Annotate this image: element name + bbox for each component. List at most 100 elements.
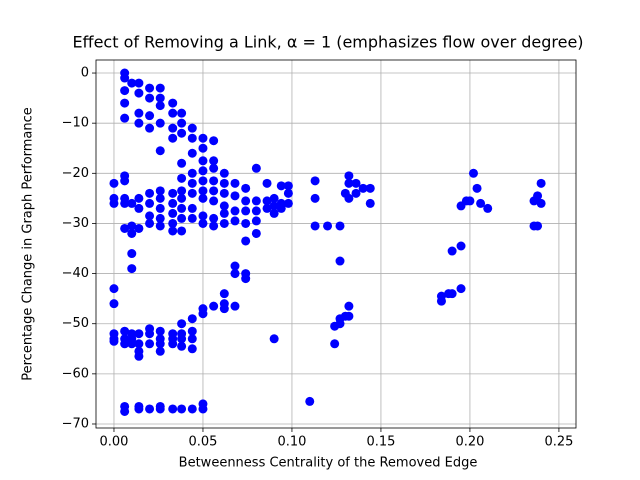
point xyxy=(251,228,261,238)
point xyxy=(187,133,197,143)
point xyxy=(168,98,178,108)
point xyxy=(283,198,293,208)
point xyxy=(198,211,208,221)
point xyxy=(134,78,144,88)
point xyxy=(127,198,137,208)
point xyxy=(134,401,144,411)
point xyxy=(241,196,251,206)
point xyxy=(330,339,340,349)
point xyxy=(533,221,543,231)
point xyxy=(187,326,197,336)
point xyxy=(198,404,208,414)
point xyxy=(120,98,130,108)
point xyxy=(177,193,187,203)
point xyxy=(230,191,240,201)
point xyxy=(358,183,368,193)
point xyxy=(155,213,165,223)
point xyxy=(344,193,354,203)
point xyxy=(109,284,119,294)
point xyxy=(305,396,315,406)
point xyxy=(155,203,165,213)
point xyxy=(168,188,178,198)
point xyxy=(109,336,119,346)
point xyxy=(468,168,478,178)
point xyxy=(230,178,240,188)
point xyxy=(134,193,144,203)
point xyxy=(177,226,187,236)
point xyxy=(251,216,261,226)
point xyxy=(456,284,466,294)
y-tick-label: −70 xyxy=(62,416,89,431)
point xyxy=(323,221,333,231)
point xyxy=(145,111,155,121)
point xyxy=(335,256,345,266)
point xyxy=(230,206,240,216)
point xyxy=(219,188,229,198)
point xyxy=(168,133,178,143)
point xyxy=(127,249,137,259)
point xyxy=(230,216,240,226)
point xyxy=(219,304,229,314)
grid xyxy=(96,60,576,428)
point xyxy=(219,208,229,218)
point xyxy=(168,226,178,236)
point xyxy=(241,183,251,193)
x-tick-label: 0.00 xyxy=(99,435,128,450)
point xyxy=(155,146,165,156)
point xyxy=(177,203,187,213)
point xyxy=(436,296,446,306)
y-axis-label: Percentage Change in Graph Performance xyxy=(21,107,36,381)
point xyxy=(251,196,261,206)
point xyxy=(269,208,279,218)
point xyxy=(109,299,119,309)
point xyxy=(533,191,543,201)
point xyxy=(120,113,130,123)
point xyxy=(219,289,229,299)
point xyxy=(155,101,165,111)
point xyxy=(168,339,178,349)
point xyxy=(187,148,197,158)
point xyxy=(209,163,219,173)
point xyxy=(120,86,130,96)
point xyxy=(120,223,130,233)
x-tick-label: 0.15 xyxy=(366,435,395,450)
point xyxy=(168,208,178,218)
point xyxy=(209,213,219,223)
point xyxy=(134,203,144,213)
point xyxy=(262,196,272,206)
point xyxy=(187,404,197,414)
point xyxy=(168,123,178,133)
plot-frame xyxy=(95,59,577,429)
y-tick-label: −10 xyxy=(62,116,89,131)
point xyxy=(155,93,165,103)
point xyxy=(344,311,354,321)
point xyxy=(209,136,219,146)
point xyxy=(351,188,361,198)
point xyxy=(155,118,165,128)
point xyxy=(344,301,354,311)
point xyxy=(269,201,279,211)
point xyxy=(155,193,165,203)
point xyxy=(310,193,320,203)
point xyxy=(198,156,208,166)
point xyxy=(145,211,155,221)
point xyxy=(198,186,208,196)
point xyxy=(187,344,197,354)
point xyxy=(198,193,208,203)
point xyxy=(536,178,546,188)
point xyxy=(241,206,251,216)
y-tick-label: −20 xyxy=(62,166,89,181)
point xyxy=(230,261,240,271)
point xyxy=(155,221,165,231)
point xyxy=(177,158,187,168)
point xyxy=(168,218,178,228)
point xyxy=(251,206,261,216)
x-tick-label: 0.05 xyxy=(188,435,217,450)
point xyxy=(120,176,130,186)
y-tick-label: −60 xyxy=(62,366,89,381)
point xyxy=(177,213,187,223)
point xyxy=(283,188,293,198)
point xyxy=(177,118,187,128)
